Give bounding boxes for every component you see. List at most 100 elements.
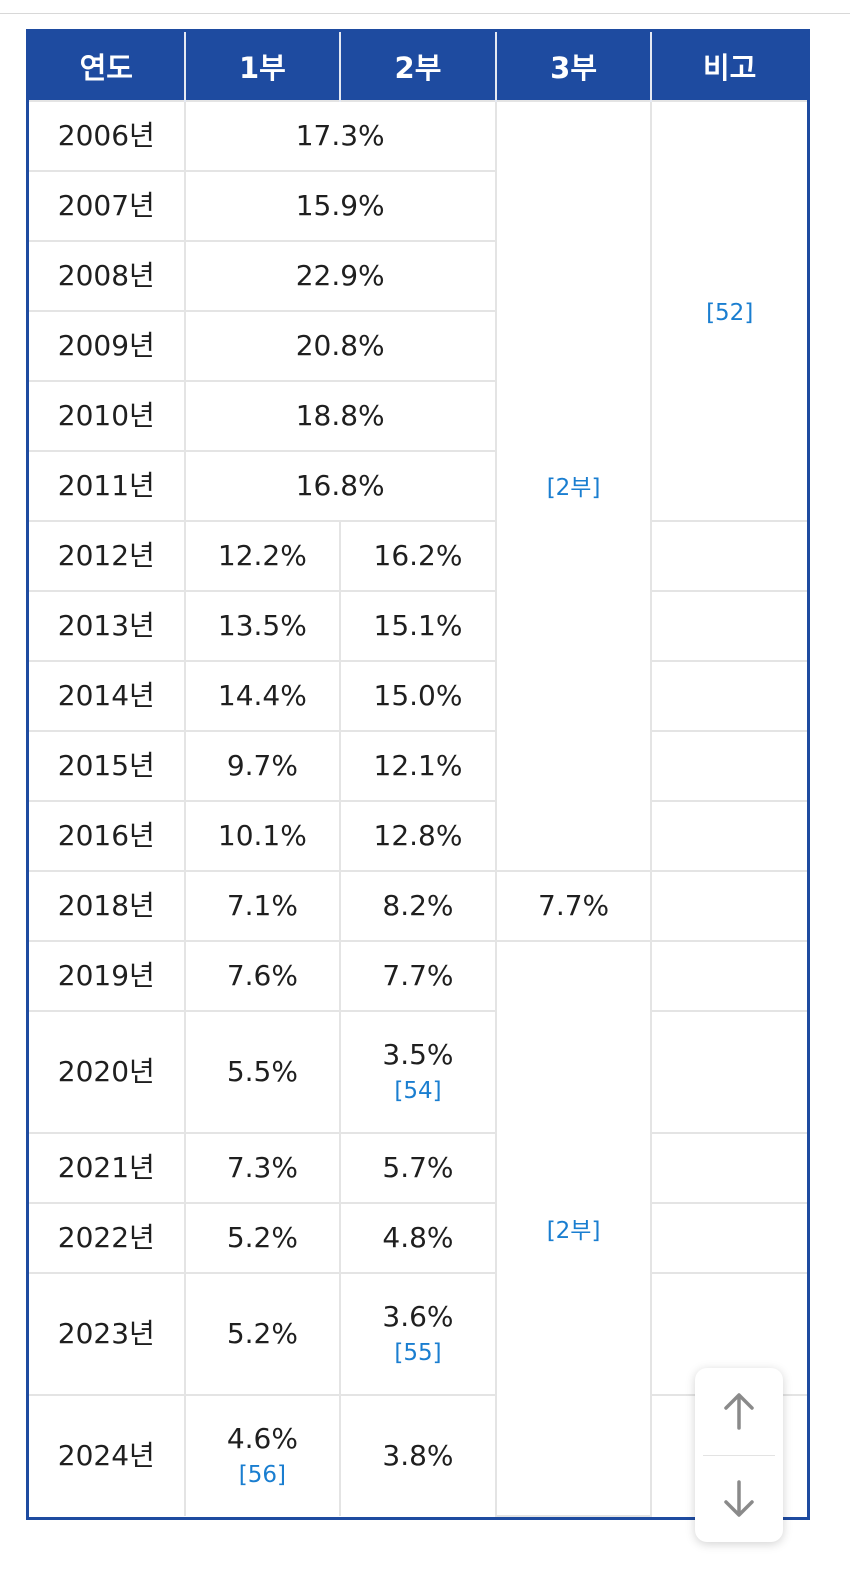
year-cell: 2010년 bbox=[29, 380, 186, 452]
div2-value: 3.6% bbox=[382, 1300, 454, 1334]
footnote-link[interactable]: [55] bbox=[394, 1340, 442, 1366]
div1-cell: 7.6% bbox=[183, 940, 342, 1012]
year-cell: 2015년 bbox=[29, 730, 186, 802]
year-cell: 2018년 bbox=[29, 870, 186, 942]
year-cell: 2024년 bbox=[29, 1394, 186, 1516]
arrow-up-icon bbox=[724, 1393, 754, 1430]
div3-ref-link-upper[interactable]: [2부] bbox=[546, 475, 601, 502]
table-row: 2019년 7.6% 7.7% [2부] bbox=[29, 940, 807, 1517]
year-cell: 2014년 bbox=[29, 660, 186, 732]
year-cell: 2012년 bbox=[29, 520, 186, 592]
remarks-cell bbox=[650, 870, 807, 942]
div1-cell: 13.5% bbox=[183, 590, 342, 662]
header-remarks: 비고 bbox=[651, 32, 807, 101]
div2-cell: 4.8% bbox=[339, 1202, 497, 1274]
scroll-up-button[interactable] bbox=[695, 1368, 783, 1455]
table-row: 2010년 18.8% bbox=[29, 380, 807, 452]
year-cell: 2013년 bbox=[29, 590, 186, 662]
merged-rating-cell: 20.8% bbox=[183, 310, 496, 382]
remarks-cell bbox=[650, 1132, 807, 1204]
merged-rating-cell: 22.9% bbox=[183, 240, 496, 312]
div3-ref-link-lower[interactable]: [2부] bbox=[546, 1217, 601, 1244]
year-cell: 2016년 bbox=[29, 800, 186, 872]
footnote-link[interactable]: [56] bbox=[238, 1462, 286, 1488]
div2-cell: 3.6% [55] bbox=[339, 1272, 497, 1396]
table-row: 2016년 10.1% 12.8% bbox=[29, 800, 807, 872]
div1-cell: 7.3% bbox=[183, 1132, 342, 1204]
table-row: 2013년 13.5% 15.1% bbox=[29, 590, 807, 662]
year-cell: 2023년 bbox=[29, 1272, 186, 1396]
scroll-nav-widget bbox=[695, 1368, 783, 1542]
table-row: 2008년 22.9% bbox=[29, 240, 807, 312]
div1-cell: 14.4% bbox=[183, 660, 342, 732]
remarks-cell bbox=[650, 800, 807, 872]
div2-cell: 3.5% [54] bbox=[339, 1010, 497, 1134]
year-cell: 2008년 bbox=[29, 240, 186, 312]
div1-cell: 10.1% bbox=[183, 800, 342, 872]
table-row: 2009년 20.8% bbox=[29, 310, 807, 382]
div3-ref-cell-upper: [2부] bbox=[494, 100, 653, 872]
div2-value: 3.5% bbox=[382, 1038, 454, 1072]
viewership-table-container: 연도 1부 2부 3부 비고 2006년 17.3% [2부] [52] bbox=[26, 29, 810, 1520]
header-div3: 3부 bbox=[495, 32, 653, 101]
table-row: 2024년 4.6% [56] 3.8% bbox=[29, 1394, 807, 1516]
remarks-cell bbox=[650, 1010, 807, 1134]
div1-cell: 5.2% bbox=[183, 1202, 342, 1274]
header-year: 연도 bbox=[29, 32, 186, 101]
year-cell: 2009년 bbox=[29, 310, 186, 382]
div1-cell: 9.7% bbox=[183, 730, 342, 802]
remarks-cell bbox=[650, 730, 807, 802]
scroll-down-button[interactable] bbox=[695, 1456, 783, 1543]
table-row: 2006년 17.3% [2부] [52] bbox=[29, 100, 807, 872]
scroll-divider bbox=[703, 1454, 775, 1456]
table-row: 2021년 7.3% 5.7% bbox=[29, 1132, 807, 1204]
remarks-cell bbox=[650, 1202, 807, 1274]
div1-cell: 12.2% bbox=[183, 520, 342, 592]
year-cell: 2011년 bbox=[29, 450, 186, 522]
table-row: 2011년 16.8% bbox=[29, 450, 807, 522]
year-cell: 2020년 bbox=[29, 1010, 186, 1134]
header-div1: 1부 bbox=[184, 32, 342, 101]
remarks-ref-link[interactable]: [52] bbox=[706, 300, 754, 327]
table-row: 2015년 9.7% 12.1% bbox=[29, 730, 807, 802]
remarks-cell bbox=[650, 590, 807, 662]
div2-cell: 15.0% bbox=[339, 660, 497, 732]
remarks-cell bbox=[650, 660, 807, 732]
year-cell: 2006년 bbox=[29, 100, 186, 172]
div2-cell: 5.7% bbox=[339, 1132, 497, 1204]
viewership-table: 연도 1부 2부 3부 비고 2006년 17.3% [2부] [52] bbox=[29, 32, 807, 1517]
div1-value: 4.6% bbox=[226, 1422, 298, 1456]
arrow-down-icon bbox=[724, 1480, 754, 1517]
remarks-cell bbox=[650, 940, 807, 1012]
year-cell: 2022년 bbox=[29, 1202, 186, 1274]
div2-cell: 3.8% bbox=[339, 1394, 497, 1516]
div2-cell: 8.2% bbox=[339, 870, 497, 942]
merged-rating-cell: 17.3% bbox=[183, 100, 497, 172]
table-row: 2022년 5.2% 4.8% bbox=[29, 1202, 807, 1274]
footnote-link[interactable]: [54] bbox=[394, 1078, 442, 1104]
top-divider bbox=[0, 13, 850, 14]
table-row: 2007년 15.9% bbox=[29, 170, 807, 242]
table-row: 2018년 7.1% 8.2% 7.7% bbox=[29, 870, 807, 942]
merged-rating-cell: 15.9% bbox=[183, 170, 496, 242]
div2-cell: 12.8% bbox=[339, 800, 497, 872]
div2-cell: 15.1% bbox=[339, 590, 497, 662]
header-div2: 2부 bbox=[340, 32, 497, 101]
table-row: 2020년 5.5% 3.5% [54] bbox=[29, 1010, 807, 1134]
year-cell: 2007년 bbox=[29, 170, 186, 242]
merged-rating-cell: 16.8% bbox=[183, 450, 496, 522]
div2-cell: 16.2% bbox=[339, 520, 497, 592]
table-row: 2023년 5.2% 3.6% [55] bbox=[29, 1272, 807, 1396]
year-cell: 2019년 bbox=[29, 940, 186, 1012]
div1-cell: 4.6% [56] bbox=[183, 1394, 342, 1516]
div1-cell: 5.2% bbox=[183, 1272, 342, 1396]
remarks-ref-cell: [52] bbox=[650, 100, 807, 522]
div2-cell: 12.1% bbox=[339, 730, 497, 802]
div3-ref-cell-lower: [2부] bbox=[494, 940, 653, 1517]
remarks-cell bbox=[650, 520, 807, 592]
year-cell: 2021년 bbox=[29, 1132, 186, 1204]
div2-cell: 7.7% bbox=[339, 940, 497, 1012]
table-header-row: 연도 1부 2부 3부 비고 bbox=[29, 32, 807, 101]
merged-rating-cell: 18.8% bbox=[183, 380, 496, 452]
table-row: 2012년 12.2% 16.2% bbox=[29, 520, 807, 592]
